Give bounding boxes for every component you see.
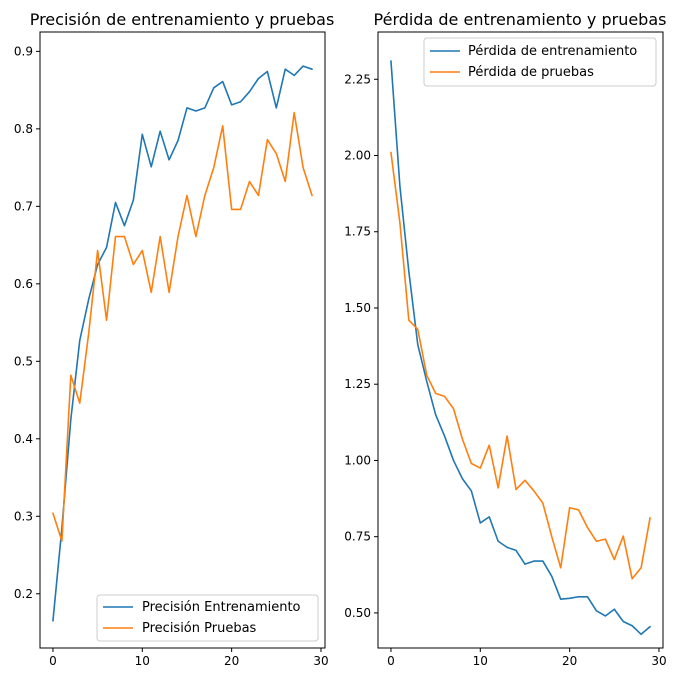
loss-chart-title: Pérdida de entrenamiento y pruebas <box>374 10 667 29</box>
accuracy-legend-box <box>96 594 319 642</box>
accuracy-chart: Precisión de entrenamiento y pruebas 0 10… <box>14 10 334 668</box>
accuracy-x-tick-label: 30 <box>313 654 328 668</box>
loss-y-tick-label: 1.50 <box>344 301 371 315</box>
loss-y-tick-label: 2.00 <box>344 149 371 163</box>
loss-chart: Pérdida de entrenamiento y pruebas 0 10 20… <box>344 10 666 668</box>
loss-axes-frame <box>377 31 664 649</box>
accuracy-y-tick-label: 0.5 <box>14 354 33 368</box>
loss-legend: Pérdida de entrenamiento Pérdida de prue… <box>423 37 657 87</box>
loss-legend-label-test: Pérdida de pruebas <box>468 65 594 80</box>
accuracy-legend-label-test: Precisión Pruebas <box>142 621 257 636</box>
accuracy-x-tick-label: 10 <box>135 654 150 668</box>
accuracy-lines <box>52 65 313 622</box>
loss-legend-box <box>423 37 657 87</box>
accuracy-y-tick-label: 0.7 <box>14 199 33 213</box>
accuracy-series-line-test <box>52 111 313 542</box>
accuracy-axes-frame <box>39 31 326 649</box>
accuracy-y-tick-label: 0.2 <box>14 587 33 601</box>
accuracy-x-tick-label: 0 <box>49 654 57 668</box>
accuracy-y-tick-label: 0.3 <box>14 509 33 523</box>
loss-legend-label-train: Pérdida de entrenamiento <box>468 44 637 59</box>
loss-y-tick-label: 1.25 <box>344 377 371 391</box>
loss-ticks: 0 10 20 30 0.50 0.75 1.00 1.25 1.50 1.75 2.00 2.25 <box>344 72 666 668</box>
accuracy-legend: Precisión Entrenamiento Precisión Prueba… <box>96 594 319 642</box>
loss-series-line-train <box>390 60 651 636</box>
loss-x-tick-label: 30 <box>651 654 666 668</box>
loss-lines <box>390 60 651 636</box>
loss-y-tick-label: 1.75 <box>344 225 371 239</box>
accuracy-chart-title: Precisión de entrenamiento y pruebas <box>30 10 335 29</box>
loss-y-tick-label: 1.00 <box>344 453 371 467</box>
accuracy-legend-label-train: Precisión Entrenamiento <box>142 600 301 615</box>
accuracy-y-tick-label: 0.9 <box>14 44 33 58</box>
loss-series-line-test <box>390 151 651 580</box>
accuracy-y-tick-label: 0.6 <box>14 277 33 291</box>
loss-x-tick-label: 20 <box>562 654 577 668</box>
accuracy-x-tick-label: 20 <box>224 654 239 668</box>
loss-y-tick-label: 2.25 <box>344 72 371 86</box>
accuracy-ticks: 0 10 20 30 0.2 0.3 0.4 0.5 0.6 0.7 0.8 0.9 <box>14 44 329 668</box>
loss-x-tick-label: 0 <box>387 654 395 668</box>
loss-y-tick-label: 0.75 <box>344 530 371 544</box>
loss-y-tick-label: 0.50 <box>344 606 371 620</box>
loss-x-tick-label: 10 <box>473 654 488 668</box>
accuracy-y-tick-label: 0.8 <box>14 122 33 136</box>
accuracy-y-tick-label: 0.4 <box>14 432 33 446</box>
